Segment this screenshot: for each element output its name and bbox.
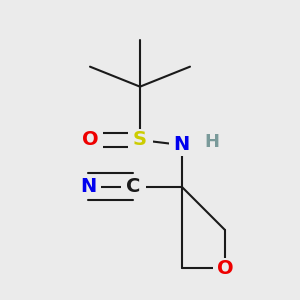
FancyBboxPatch shape — [199, 131, 224, 152]
Text: S: S — [133, 130, 147, 149]
FancyBboxPatch shape — [169, 134, 194, 156]
FancyBboxPatch shape — [76, 176, 101, 197]
Text: C: C — [126, 177, 140, 196]
Text: N: N — [80, 177, 97, 196]
Text: H: H — [204, 133, 219, 151]
Text: O: O — [82, 130, 98, 149]
FancyBboxPatch shape — [121, 176, 146, 197]
FancyBboxPatch shape — [212, 257, 238, 279]
FancyBboxPatch shape — [128, 129, 152, 151]
Text: O: O — [217, 259, 233, 278]
FancyBboxPatch shape — [77, 129, 103, 151]
Text: N: N — [173, 136, 190, 154]
